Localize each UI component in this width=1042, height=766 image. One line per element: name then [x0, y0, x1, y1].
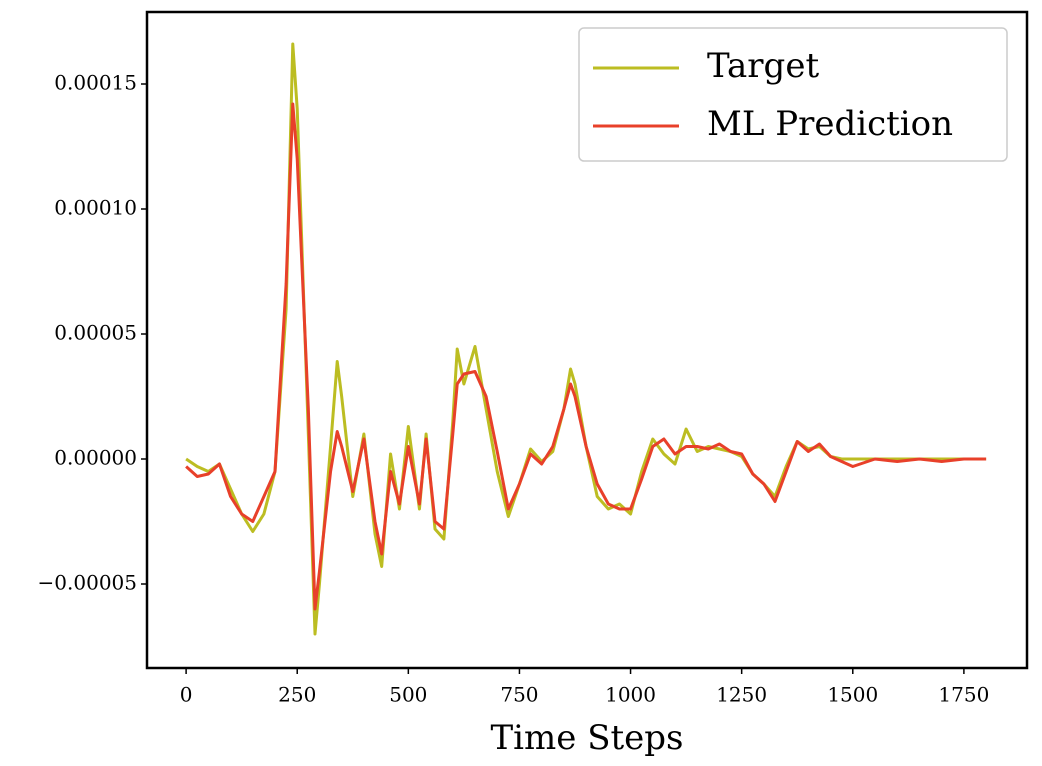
legend-label: Target: [707, 46, 819, 86]
y-tick-label: 0.00010: [54, 196, 137, 220]
x-tick-label: 250: [278, 683, 316, 707]
series-line: [185, 102, 987, 611]
x-tick-label: 0: [180, 683, 193, 707]
legend-label: ML Prediction: [707, 104, 953, 144]
y-tick-label: 0.00005: [54, 321, 137, 345]
y-tick-label: −0.00005: [38, 571, 137, 595]
x-axis-label: Time Steps: [490, 718, 683, 758]
x-tick-label: 1000: [605, 683, 656, 707]
x-tick-label: 1500: [827, 683, 878, 707]
x-tick-label: 1750: [938, 683, 989, 707]
legend-box: [578, 27, 1008, 162]
x-tick-label: 500: [389, 683, 427, 707]
x-tick-label: 750: [500, 683, 538, 707]
y-tick-label: 0.00015: [54, 71, 137, 95]
y-tick-label: 0.00000: [54, 446, 137, 470]
x-tick-label: 1250: [716, 683, 767, 707]
plot-frame: [145, 10, 1029, 670]
